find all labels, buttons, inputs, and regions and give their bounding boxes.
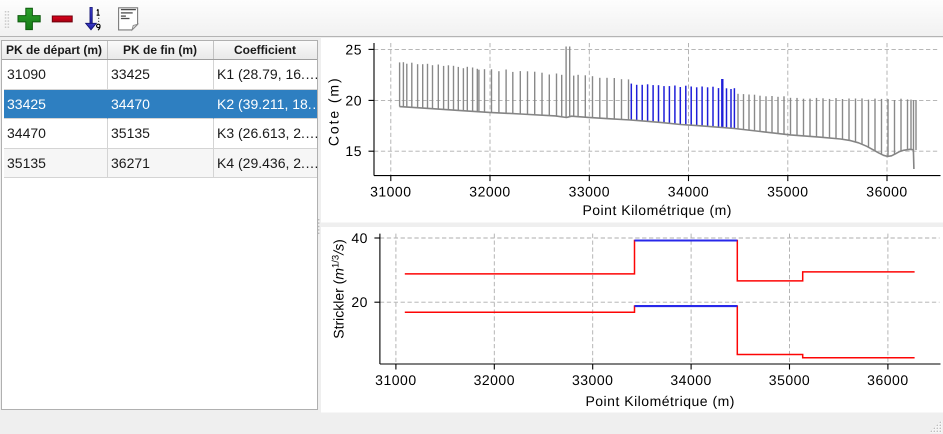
svg-text:31000: 31000 xyxy=(370,184,411,200)
svg-text:25: 25 xyxy=(345,41,362,57)
svg-text:34000: 34000 xyxy=(667,184,708,200)
svg-text:20: 20 xyxy=(345,92,362,108)
svg-text:32000: 32000 xyxy=(473,372,514,388)
svg-text:33000: 33000 xyxy=(571,372,612,388)
svg-text:36000: 36000 xyxy=(867,372,908,388)
svg-text:36000: 36000 xyxy=(866,184,907,200)
svg-text:31000: 31000 xyxy=(375,372,416,388)
svg-text:Point Kilométrique (m): Point Kilométrique (m) xyxy=(585,393,735,409)
svg-text:35000: 35000 xyxy=(768,372,809,388)
svg-text:33000: 33000 xyxy=(568,184,609,200)
svg-text:20: 20 xyxy=(351,294,368,310)
svg-text:34000: 34000 xyxy=(670,372,711,388)
svg-text:40: 40 xyxy=(351,230,368,246)
svg-text:Strickler (m1/3/s): Strickler (m1/3/s) xyxy=(330,239,346,339)
svg-text:15: 15 xyxy=(345,143,362,159)
svg-text:35000: 35000 xyxy=(767,184,808,200)
svg-text:Point Kilométrique (m): Point Kilométrique (m) xyxy=(582,202,732,218)
svg-text:32000: 32000 xyxy=(469,184,510,200)
svg-text:Cote (m): Cote (m) xyxy=(325,76,341,146)
